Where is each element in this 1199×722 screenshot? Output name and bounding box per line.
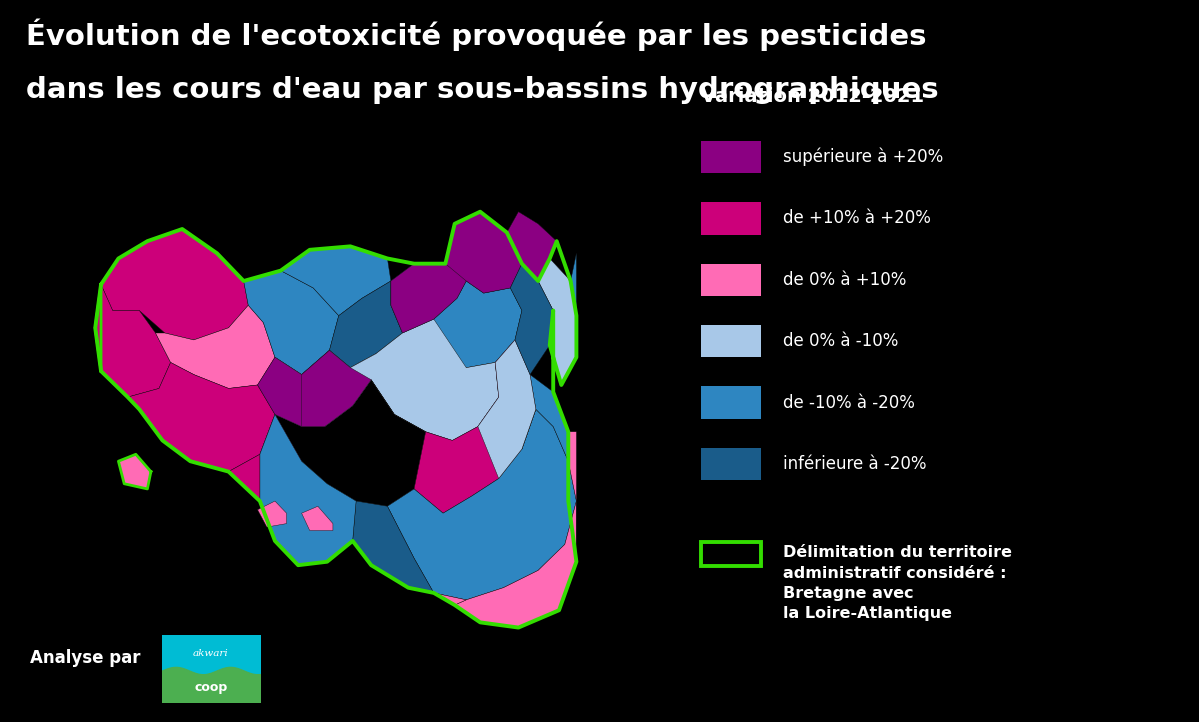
Polygon shape xyxy=(325,319,499,440)
Text: Délimitation du territoire
administratif considéré :
Bretagne avec
la Loire-Atla: Délimitation du territoire administratif… xyxy=(783,545,1012,622)
Polygon shape xyxy=(156,305,275,388)
Polygon shape xyxy=(101,229,248,340)
Polygon shape xyxy=(414,340,536,513)
Polygon shape xyxy=(260,350,426,506)
Polygon shape xyxy=(275,350,375,427)
Text: dans les cours d'eau par sous-bassins hydrographiques: dans les cours d'eau par sous-bassins hy… xyxy=(26,76,939,104)
Text: inférieure à -20%: inférieure à -20% xyxy=(783,455,927,473)
Polygon shape xyxy=(128,362,275,471)
Polygon shape xyxy=(258,501,287,527)
Polygon shape xyxy=(119,454,151,489)
Polygon shape xyxy=(571,253,577,357)
Text: supérieure à +20%: supérieure à +20% xyxy=(783,148,944,166)
Text: de 0% à +10%: de 0% à +10% xyxy=(783,271,906,289)
Polygon shape xyxy=(281,246,391,316)
Polygon shape xyxy=(454,501,577,627)
Polygon shape xyxy=(518,432,577,627)
Polygon shape xyxy=(391,224,466,333)
Polygon shape xyxy=(302,506,333,531)
Polygon shape xyxy=(522,375,568,461)
Text: coop: coop xyxy=(194,681,228,694)
Polygon shape xyxy=(538,258,577,385)
Polygon shape xyxy=(387,409,577,600)
Text: akwari: akwari xyxy=(193,649,229,658)
Polygon shape xyxy=(434,281,522,367)
Polygon shape xyxy=(391,264,466,333)
Polygon shape xyxy=(478,340,536,479)
Text: de -10% à -20%: de -10% à -20% xyxy=(783,393,915,412)
Polygon shape xyxy=(330,281,403,367)
Polygon shape xyxy=(511,264,553,375)
Polygon shape xyxy=(260,414,356,565)
Polygon shape xyxy=(445,212,522,293)
Text: Évolution de l'ecotoxicité provoquée par les pesticides: Évolution de l'ecotoxicité provoquée par… xyxy=(26,18,927,51)
Polygon shape xyxy=(229,454,299,565)
Text: de 0% à -10%: de 0% à -10% xyxy=(783,332,898,350)
Polygon shape xyxy=(507,212,556,281)
Text: Variation 2012-2021: Variation 2012-2021 xyxy=(701,87,924,105)
Text: Analyse par: Analyse par xyxy=(30,650,140,667)
Polygon shape xyxy=(243,271,338,375)
Polygon shape xyxy=(353,501,434,593)
Text: de +10% à +20%: de +10% à +20% xyxy=(783,209,930,227)
Polygon shape xyxy=(434,593,466,605)
Polygon shape xyxy=(95,284,170,397)
Polygon shape xyxy=(258,350,344,427)
